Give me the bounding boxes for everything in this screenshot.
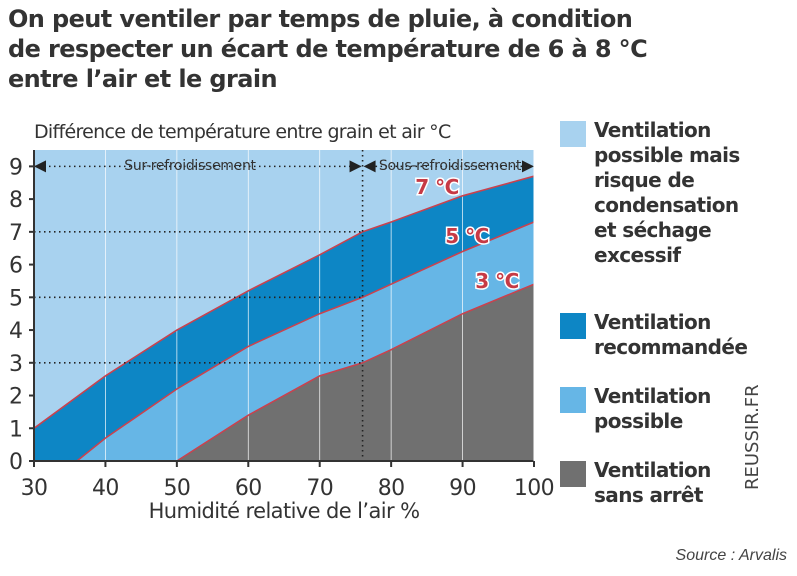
y-tick-label-4: 4 — [9, 319, 23, 344]
chart-title: Différence de température entre grain et… — [34, 121, 451, 143]
legend-item-sans-arret: Ventilation sans arrêt — [560, 458, 764, 508]
curve-label-7c: 7 °C — [415, 175, 459, 199]
legend-label-sans-arret: Ventilation sans arrêt — [594, 458, 711, 507]
y-tick-labels: 0 1 2 3 4 5 6 7 8 9 — [9, 155, 23, 475]
arrow-left-end — [349, 160, 362, 173]
curves — [33, 175, 535, 462]
y-tick-label-0: 0 — [9, 450, 23, 475]
curve-5c — [76, 221, 535, 462]
grid-lines — [105, 150, 463, 461]
legend-label-recommandee: Ventilation recommandée — [594, 310, 748, 359]
legend-item-possible: Ventilation possible — [560, 384, 764, 434]
plot-areas — [34, 150, 534, 461]
legend-item-recommandee: Ventilation recommandée — [560, 310, 764, 360]
legend-label-condensation: Ventilation possible mais risque de cond… — [594, 118, 740, 267]
x-tick-label-50: 50 — [163, 476, 190, 501]
y-tick-label-5: 5 — [9, 286, 23, 311]
y-tick-label-6: 6 — [9, 254, 23, 279]
source-note: Source : Arvalis — [675, 547, 787, 564]
legend-swatch-recommandee — [560, 313, 586, 339]
curve-label-3c: 3 °C — [475, 269, 519, 293]
credit-reussir: REUSSIR.FR — [742, 384, 763, 490]
x-axis-label: Humidité relative de l’air % — [149, 499, 420, 523]
zone-arrows — [34, 160, 534, 173]
y-tick-label-7: 7 — [9, 221, 23, 246]
area-sans-arret — [176, 284, 534, 461]
headline-line-1: On peut ventiler par temps de pluie, à c… — [8, 5, 633, 33]
arrow-left-start — [34, 160, 46, 173]
x-tick-label-80: 80 — [378, 476, 405, 501]
x-tick-label-100: 100 — [514, 476, 554, 501]
legend-swatch-condensation — [560, 121, 586, 147]
curve-label-5c: 5 °C — [445, 224, 489, 248]
headline-line-2: de respecter un écart de température de … — [8, 35, 648, 63]
zone-label-sous-refroidissement: Sous-refroidissement — [379, 158, 522, 174]
x-tick-label-60: 60 — [235, 476, 262, 501]
x-tick-label-40: 40 — [92, 476, 119, 501]
y-tick-label-9: 9 — [9, 155, 23, 180]
x-tick-label-30: 30 — [21, 476, 48, 501]
legend-swatch-sans-arret — [560, 461, 586, 487]
x-tick-label-90: 90 — [449, 476, 476, 501]
headline-line-3: entre l’air et le grain — [8, 65, 278, 93]
curve-7c — [33, 175, 535, 429]
arrow-right-start — [363, 160, 376, 173]
axes — [29, 150, 535, 467]
y-tick-label-3: 3 — [9, 352, 23, 377]
x-tick-label-70: 70 — [306, 476, 333, 501]
x-tick-labels: 30 40 50 60 70 80 90 100 — [21, 476, 555, 501]
curve-labels: 7 °C 5 °C 3 °C — [414, 174, 521, 295]
legend-item-condensation: Ventilation possible mais risque de cond… — [560, 118, 764, 268]
headline: On peut ventiler par temps de pluie, à c… — [8, 4, 708, 94]
y-tick-label-1: 1 — [9, 417, 23, 442]
reference-lines — [34, 150, 364, 461]
legend-label-possible: Ventilation possible — [594, 384, 711, 433]
y-tick-label-2: 2 — [9, 385, 23, 410]
arrow-right-end — [522, 160, 534, 173]
legend-swatch-possible — [560, 387, 586, 413]
y-tick-label-8: 8 — [9, 188, 23, 213]
curve-3c — [176, 283, 535, 462]
zone-label-sur-refroidissement: Sur-refroidissement — [124, 158, 256, 174]
